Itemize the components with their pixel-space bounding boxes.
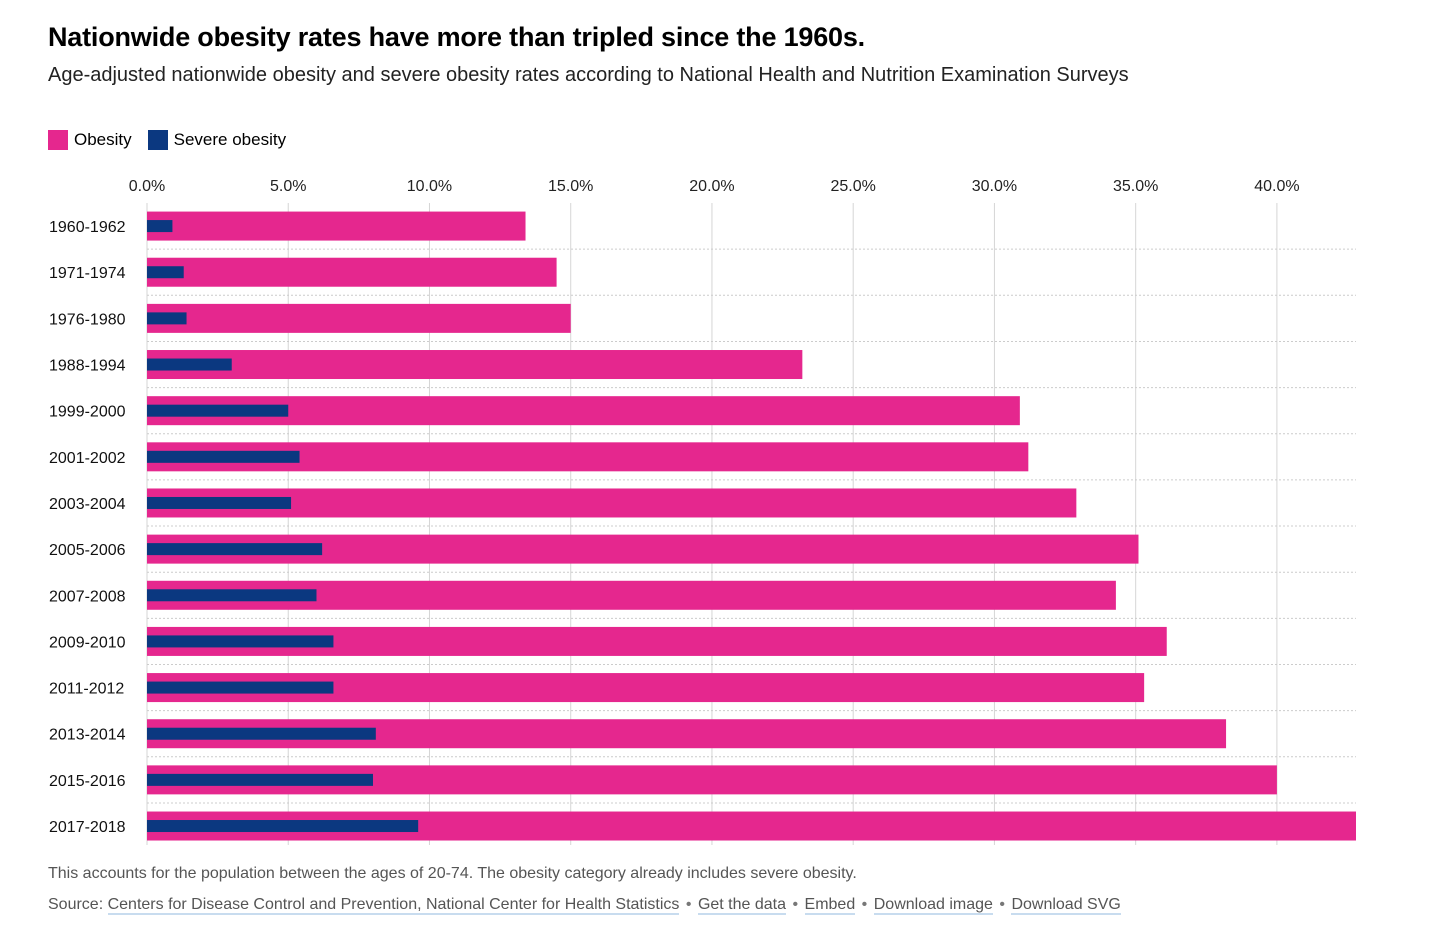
severe-obesity-bar [147,220,173,233]
x-tick-label: 15.0% [548,178,593,195]
obesity-bar [147,257,557,287]
x-tick-label: 35.0% [1113,178,1158,195]
x-tick-label: 30.0% [972,178,1017,195]
source-line: Source: Centers for Disease Control and … [48,896,1121,915]
x-tick-label: 5.0% [270,178,306,195]
severe-obesity-bar [147,727,376,740]
legend-item-severe-obesity: Severe obesity [147,130,287,150]
x-tick-label: 25.0% [831,178,876,195]
legend-item-obesity: Obesity [48,130,132,150]
y-category-label: 1971-1974 [49,265,126,282]
y-category-label: 2017-2018 [49,819,126,836]
y-category-label: 1960-1962 [49,219,126,236]
download-svg-link[interactable]: Download SVG [1011,896,1121,915]
x-tick-label: 20.0% [689,178,734,195]
x-tick-label: 0.0% [129,178,165,195]
legend-label-obesity: Obesity [74,130,132,149]
x-tick-label: 40.0% [1254,178,1299,195]
obesity-bar [147,396,1020,426]
chart-note: This accounts for the population between… [48,865,857,882]
y-category-label: 2009-2010 [49,634,126,651]
obesity-bar [147,303,571,333]
separator: • [999,896,1005,913]
severe-obesity-bar [147,496,292,509]
embed-link[interactable]: Embed [804,896,856,915]
legend-swatch-severe-obesity [147,130,168,150]
severe-obesity-bar [147,635,334,648]
obesity-bar [147,211,526,241]
bar-chart: 0.0% 5.0% 10.0% 15.0% 20.0% 25.0% 30.0% 35.0% 40… [49,178,1356,845]
x-tick-label: 10.0% [407,178,452,195]
y-category-label: 2005-2006 [49,542,126,559]
y-category-label: 2013-2014 [49,727,126,744]
severe-obesity-bar [147,450,300,463]
obesity-bar [147,488,1077,518]
chart-title: Nationwide obesity rates have more than … [48,22,865,52]
severe-obesity-bar [147,681,334,694]
source-label: Source: [48,896,104,913]
severe-obesity-bar [147,404,289,417]
severe-obesity-bar [147,820,419,833]
legend-swatch-obesity [48,130,68,150]
y-category-label: 2011-2012 [49,681,124,698]
legend: Obesity Severe obesity [48,130,302,150]
severe-obesity-bar [147,312,187,325]
separator: • [861,896,868,913]
obesity-bar [147,350,803,380]
severe-obesity-bar [147,543,323,556]
y-category-label: 2007-2008 [49,588,126,605]
y-category-label: 1988-1994 [49,358,126,375]
separator: • [792,896,799,913]
severe-obesity-bar [147,358,232,371]
separator: • [685,896,692,913]
source-link[interactable]: Centers for Disease Control and Preventi… [107,896,680,915]
y-category-label: 2001-2002 [49,450,126,467]
y-category-label: 1999-2000 [49,404,126,421]
severe-obesity-bar [147,589,317,602]
chart-subtitle: Age-adjusted nationwide obesity and seve… [48,64,1129,86]
severe-obesity-bar [147,266,184,279]
y-category-label: 2015-2016 [49,773,126,790]
y-category-label: 2003-2004 [49,496,126,513]
download-image-link[interactable]: Download image [873,896,993,915]
get-data-link[interactable]: Get the data [697,896,786,915]
legend-label-severe-obesity: Severe obesity [173,130,287,149]
severe-obesity-bar [147,773,373,786]
y-category-label: 1976-1980 [49,311,126,328]
